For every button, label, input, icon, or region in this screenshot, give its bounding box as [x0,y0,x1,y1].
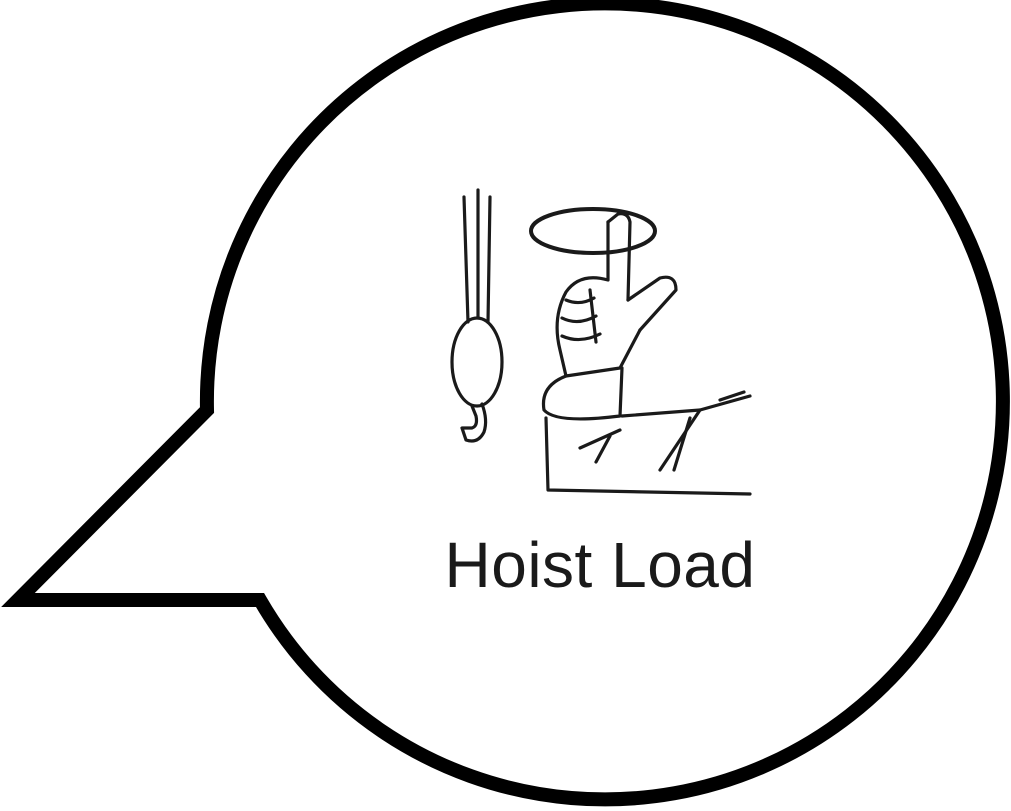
signal-label: Hoist Load [444,529,756,601]
hook-load-icon [450,188,504,443]
hand-signal-icon [529,207,752,496]
